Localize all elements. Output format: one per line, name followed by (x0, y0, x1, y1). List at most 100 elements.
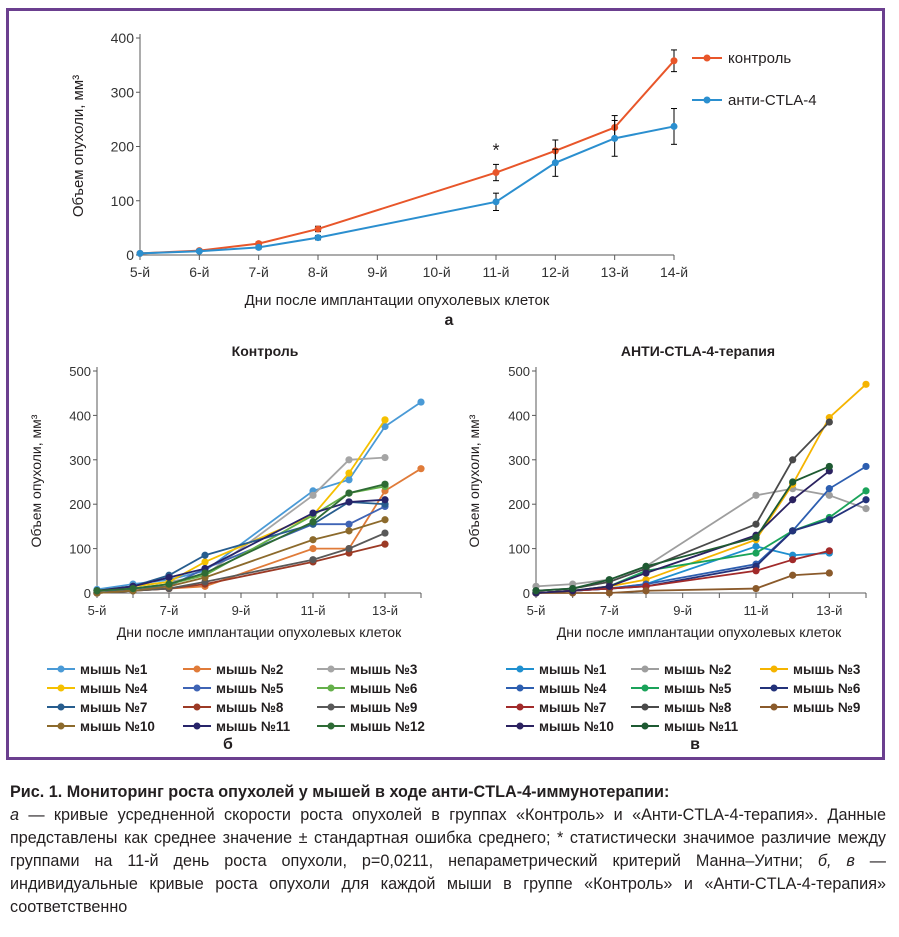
caption-label-a: а (10, 806, 20, 824)
data-point (381, 422, 389, 431)
y-tick-label: 0 (126, 247, 134, 263)
data-point (605, 582, 613, 590)
data-point (789, 527, 797, 535)
legend-label: мышь №2 (216, 662, 283, 677)
data-point (309, 491, 317, 499)
x-tick-label: 7-й (160, 603, 179, 618)
data-point (345, 456, 353, 464)
legend-label: мышь №9 (350, 700, 417, 715)
data-point (314, 234, 322, 242)
x-tick-label: 7-й (249, 264, 269, 280)
legend-label: мышь №4 (80, 681, 148, 696)
data-point (345, 545, 353, 553)
legend-marker (770, 703, 778, 711)
data-point (381, 496, 389, 504)
legend-marker (193, 684, 201, 692)
data-point (752, 584, 760, 593)
legend-marker (770, 684, 778, 692)
legend-marker (516, 665, 524, 673)
panel-label: б (223, 736, 233, 753)
data-point (752, 491, 760, 499)
data-point (825, 485, 833, 493)
data-point (201, 551, 209, 559)
figure-svg: 0 100 200 300 400 5-й 6-й 7-й 8-й 9-й 10-й 11-й 12-й… (28, 30, 870, 753)
x-tick-label: 13-й (816, 603, 842, 618)
legend-label: мышь №6 (350, 681, 418, 696)
data-point (825, 547, 833, 555)
x-tick-label: 12-й (541, 264, 569, 280)
legend-label: мышь №5 (664, 681, 732, 696)
figure-frame: 0 100 200 300 400 5-й 6-й 7-й 8-й 9-й 10-й 11-й 12-й… (6, 8, 885, 760)
data-point (255, 243, 263, 251)
y-tick-label: 200 (508, 497, 530, 512)
legend-label: мышь №2 (664, 662, 731, 677)
data-point (670, 122, 678, 130)
data-point (381, 516, 389, 524)
x-tick-label: 11-й (482, 264, 509, 280)
data-point (642, 562, 650, 570)
y-tick-label: 300 (69, 453, 91, 468)
legend-marker (57, 722, 65, 730)
x-tick-label: 13-й (601, 264, 629, 280)
series-line (535, 487, 867, 588)
data-point (752, 549, 760, 557)
legend-marker (641, 722, 649, 730)
x-axis-title: Дни после имплантации опухолевых клеток (245, 292, 550, 309)
data-point (789, 571, 797, 579)
x-tick-label: 9-й (367, 264, 387, 280)
data-point (825, 516, 833, 524)
legend-label: мышь №10 (80, 719, 155, 734)
x-tick-label: 11-й (300, 603, 325, 618)
figure-caption: Рис. 1. Мониторинг роста опухолей у мыше… (10, 781, 886, 919)
legend-marker (641, 684, 649, 692)
x-tick-label: 14-й (660, 264, 688, 280)
data-point (551, 159, 559, 167)
x-tick-label: 7-й (600, 603, 619, 618)
data-point (345, 489, 353, 497)
data-point (862, 462, 870, 471)
chart-title: Контроль (232, 343, 299, 359)
data-point (129, 584, 137, 593)
data-point (532, 587, 540, 595)
data-point (345, 527, 353, 535)
series-line (96, 401, 422, 591)
data-point (201, 558, 209, 566)
y-tick-label: 300 (111, 84, 135, 100)
legend-label: мышь №1 (80, 662, 148, 677)
data-point (862, 496, 870, 504)
y-tick-label: 400 (69, 408, 91, 423)
x-tick-label: 6-й (189, 264, 209, 280)
legend-marker (516, 684, 524, 692)
x-tick-label: 9-й (232, 603, 251, 618)
chart-title: АНТИ-CTLA-4-терапия (621, 343, 775, 359)
legend-label: мышь №12 (350, 719, 425, 734)
data-point (642, 587, 650, 595)
legend-label: мышь №8 (664, 700, 732, 715)
caption-text-bv: — индивидуальные кривые роста опухоли дл… (10, 852, 886, 916)
x-axis-title: Дни после имплантации опухолевых клеток (557, 624, 842, 640)
legend-label: мышь №4 (539, 681, 607, 696)
legend-marker (327, 703, 335, 711)
legend-marker (57, 665, 65, 673)
legend-marker (641, 703, 649, 711)
legend-marker (193, 722, 201, 730)
x-tick-label: 5-й (88, 603, 107, 618)
y-tick-label: 0 (84, 586, 91, 601)
data-point (825, 418, 833, 426)
data-point (417, 465, 425, 473)
x-tick-label: 9-й (673, 603, 692, 618)
legend-marker (703, 54, 711, 62)
x-tick-label: 10-й (423, 264, 451, 280)
data-point (345, 476, 353, 484)
x-tick-label: 13-й (372, 603, 398, 618)
data-point (345, 498, 353, 506)
panel-label: а (445, 312, 454, 329)
legend-marker (57, 684, 65, 692)
data-point (670, 57, 678, 65)
legend-label: мышь №6 (793, 681, 861, 696)
data-point (605, 589, 613, 597)
data-point (381, 416, 389, 424)
legend-label: мышь №7 (539, 700, 606, 715)
x-tick-label: 5-й (527, 603, 546, 618)
legend-marker (57, 703, 65, 711)
